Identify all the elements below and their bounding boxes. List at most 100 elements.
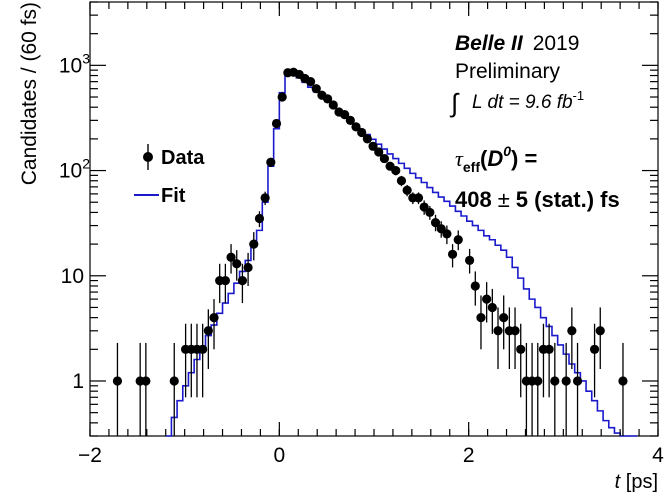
x-axis-label: t [ps] [615,471,658,493]
y-tick-label: 10 [61,265,84,288]
data-marker [249,239,259,249]
axes-layer: −2 0 2 4 1 10 102 103 [59,1,664,467]
data-marker [209,313,219,323]
experiment-label: Belle II 2019 [455,32,579,55]
data-point [425,206,435,220]
data-marker [232,259,242,269]
legend-data-label: Data [161,147,205,169]
data-marker [362,134,372,144]
data-marker [453,235,463,245]
data-point [305,77,316,87]
data-marker [510,326,520,336]
data-marker [254,213,265,224]
data-marker [493,326,503,336]
data-marker [499,313,509,323]
data-point [413,192,424,205]
data-point [220,263,230,304]
data-marker [311,84,321,94]
data-marker [271,118,282,129]
data-marker [533,376,543,386]
y-tick-label: 1 [72,370,84,393]
y-axis-label: Candidates / (60 fs) [18,2,41,185]
data-marker [340,110,350,120]
data-point [345,115,355,125]
plot-frame [89,1,659,437]
x-tick-label: 4 [652,444,664,467]
data-point [544,323,554,398]
data-marker [203,326,213,336]
data-point [198,323,208,398]
data-point [135,342,145,436]
data-point [396,175,407,187]
data-point [487,288,497,334]
data-marker [516,344,526,354]
data-marker [561,376,571,386]
integral-sign: ∫ [449,88,460,118]
legend: Data Fit [134,144,205,207]
data-point [538,323,549,398]
data-marker [220,275,230,286]
data-marker [169,376,179,386]
data-point [567,307,577,369]
data-point [550,342,560,436]
data-marker [413,193,424,203]
data-point [169,342,179,436]
data-marker [476,313,486,323]
data-marker [374,147,384,157]
data-point [249,232,259,261]
data-point [357,127,367,138]
data-marker [430,218,441,228]
data-point [493,307,503,369]
data-point [323,94,333,104]
data-point [203,309,213,369]
data-marker [351,122,361,132]
data-point [402,184,412,197]
data-point [589,323,600,398]
data-marker [618,376,628,386]
data-point [328,100,338,110]
data-marker [550,376,560,386]
data-marker [328,100,338,110]
data-point [260,191,270,206]
data-marker [391,165,401,176]
data-point [112,342,123,436]
data-marker [447,249,458,259]
data-point [368,141,378,151]
data-marker [567,326,577,336]
data-point [476,295,486,350]
data-marker [345,115,355,125]
preliminary-label: Preliminary [455,60,561,83]
data-point [510,307,520,369]
data-marker [396,176,407,186]
data-point [243,252,253,286]
data-marker [112,376,123,386]
data-point [254,211,265,228]
data-marker [379,153,390,164]
data-marker [544,344,554,354]
data-point [362,134,372,144]
data-point [470,271,480,306]
data-point [374,147,384,157]
data-point [561,342,571,436]
data-marker [141,376,151,386]
data-marker [237,275,248,286]
data-marker [425,207,435,218]
luminosity-label: L dt = 9.6 fb-1 [472,88,584,113]
data-point [141,342,151,436]
data-point [340,110,350,120]
x-tick-label: 2 [463,444,475,467]
x-tick-label: −2 [78,444,102,467]
data-point [430,214,441,232]
data-marker [323,94,333,104]
data-marker [482,294,492,304]
legend-data-marker [143,144,153,170]
data-marker [277,92,287,102]
data-point [232,250,242,281]
tau-value: 408 ±5 (stat.) fs [455,187,620,212]
data-marker [243,262,253,273]
data-marker [487,302,497,313]
data-marker [470,281,480,291]
data-point [271,118,282,129]
data-point [237,263,248,304]
data-marker [198,344,208,354]
